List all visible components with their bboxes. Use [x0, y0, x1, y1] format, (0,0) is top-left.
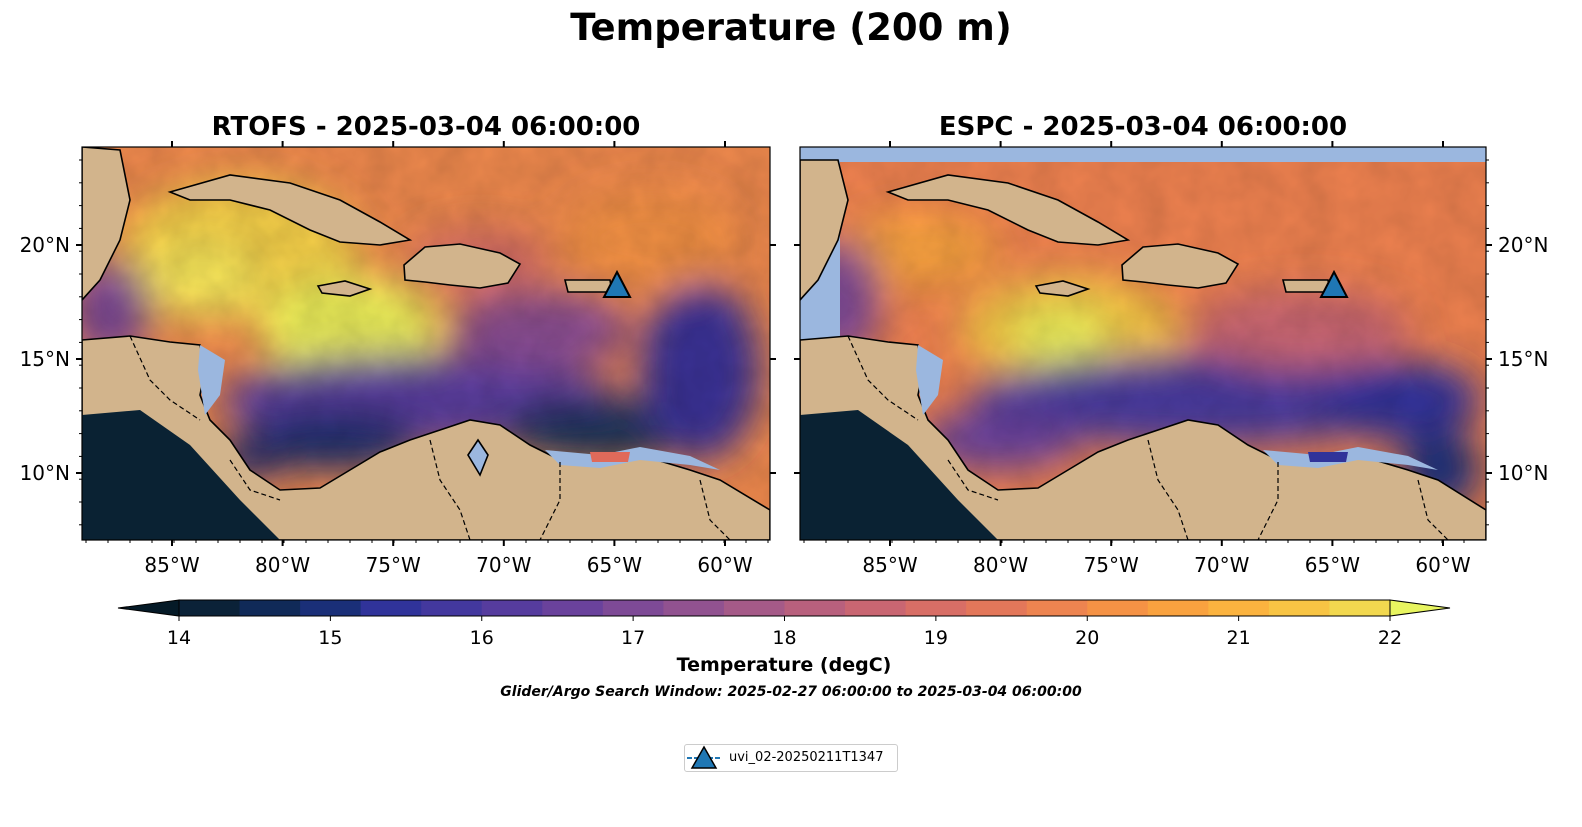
land-masses	[82, 147, 770, 540]
panel-frame-rtofs	[81, 146, 771, 541]
colorbar-bin	[1268, 600, 1330, 616]
colorbar-bin	[723, 600, 785, 616]
colorbar-bin	[784, 600, 846, 616]
x-tick-label: 80°W	[255, 553, 310, 577]
colorbar-tick-label: 19	[924, 627, 948, 649]
colorbar-tick-label: 14	[167, 627, 191, 649]
pacific-region	[82, 410, 280, 540]
page-title: Temperature (200 m)	[570, 6, 1012, 49]
map-panel-rtofs	[82, 147, 770, 540]
map-panel-espc	[800, 147, 1486, 540]
colorbar-extend-min	[117, 599, 180, 617]
x-tick-label: 60°W	[697, 553, 752, 577]
colorbar-tick-label: 18	[772, 627, 796, 649]
x-tick-label: 65°W	[587, 553, 642, 577]
colorbar-bin	[421, 600, 483, 616]
legend-label: uvi_02-20250211T1347	[729, 750, 884, 765]
map-axes: 85°W 80°W 75°W 70°W 65°W 60°W 20°N 15°N 10°N 85°W…	[20, 141, 1548, 577]
glider-marker	[602, 269, 632, 298]
colorbar-tick-label: 20	[1075, 627, 1099, 649]
colorbar-bin	[481, 600, 543, 616]
x-tick-label: 80°W	[973, 553, 1028, 577]
colorbar-tick-label: 22	[1378, 627, 1402, 649]
colorbar-bin	[663, 600, 725, 616]
country-borders	[847, 335, 1449, 540]
y-tick-label: 20°N	[1498, 233, 1548, 257]
x-tick-label: 60°W	[1415, 553, 1470, 577]
colorbar-tick-label: 21	[1227, 627, 1251, 649]
colorbar-bin	[239, 600, 301, 616]
colorbar-bin	[1087, 600, 1149, 616]
panel-title-espc: ESPC - 2025-03-04 06:00:00	[938, 112, 1348, 142]
y-tick-label: 10°N	[1498, 461, 1548, 485]
cariaco-basin	[590, 452, 630, 462]
shelf-belize	[916, 345, 943, 415]
colorbar-label: Temperature (degC)	[677, 654, 892, 676]
pacific-region	[800, 410, 998, 540]
y-tick-label: 15°N	[1498, 347, 1548, 371]
shelf-venezuela	[545, 447, 720, 470]
colorbar-bin	[602, 600, 664, 616]
colorbar: 14 15 16 17 18 19 20 21 22 Temperature (degC)	[117, 599, 1451, 676]
search-window-text: Glider/Argo Search Window: 2025-02-27 06…	[500, 684, 1082, 700]
colorbar-bin	[1147, 600, 1209, 616]
glider-markers	[602, 269, 1349, 298]
cariaco-basin	[1308, 452, 1348, 462]
colorbar-bin	[966, 600, 1028, 616]
x-tick-label: 70°W	[1194, 553, 1249, 577]
colorbar-bin	[360, 600, 422, 616]
x-tick-label: 75°W	[366, 553, 421, 577]
shelf-venezuela	[1263, 447, 1438, 470]
panel-frame-espc	[799, 146, 1487, 541]
colorbar-tick-label: 15	[318, 627, 342, 649]
glider-marker	[1319, 269, 1349, 298]
x-tick-label: 85°W	[144, 553, 199, 577]
colorbar-bin	[1026, 600, 1088, 616]
colorbar-bin	[179, 600, 241, 616]
no-data-band-north	[800, 147, 1486, 162]
colorbar-bin	[845, 600, 907, 616]
x-tick-label: 70°W	[476, 553, 531, 577]
colorbar-bin	[1208, 600, 1270, 616]
x-tick-label: 75°W	[1084, 553, 1139, 577]
shelf-belize	[198, 345, 225, 415]
y-tick-label: 20°N	[20, 233, 70, 257]
colorbar-tick-label: 16	[470, 627, 494, 649]
y-tick-label: 15°N	[20, 347, 70, 371]
colorbar-tick-label: 17	[621, 627, 645, 649]
panel-title-rtofs: RTOFS - 2025-03-04 06:00:00	[211, 112, 641, 142]
colorbar-bin	[542, 600, 604, 616]
x-tick-label: 65°W	[1305, 553, 1360, 577]
colorbar-bin	[300, 600, 362, 616]
colorbar-bin	[905, 600, 967, 616]
colorbar-bin	[1329, 600, 1391, 616]
y-tick-label: 10°N	[20, 461, 70, 485]
legend: uvi_02-20250211T1347	[684, 744, 898, 772]
x-tick-label: 85°W	[862, 553, 917, 577]
legend-marker-icon	[687, 745, 721, 769]
country-borders	[129, 335, 731, 540]
colorbar-extend-max	[1389, 599, 1451, 617]
